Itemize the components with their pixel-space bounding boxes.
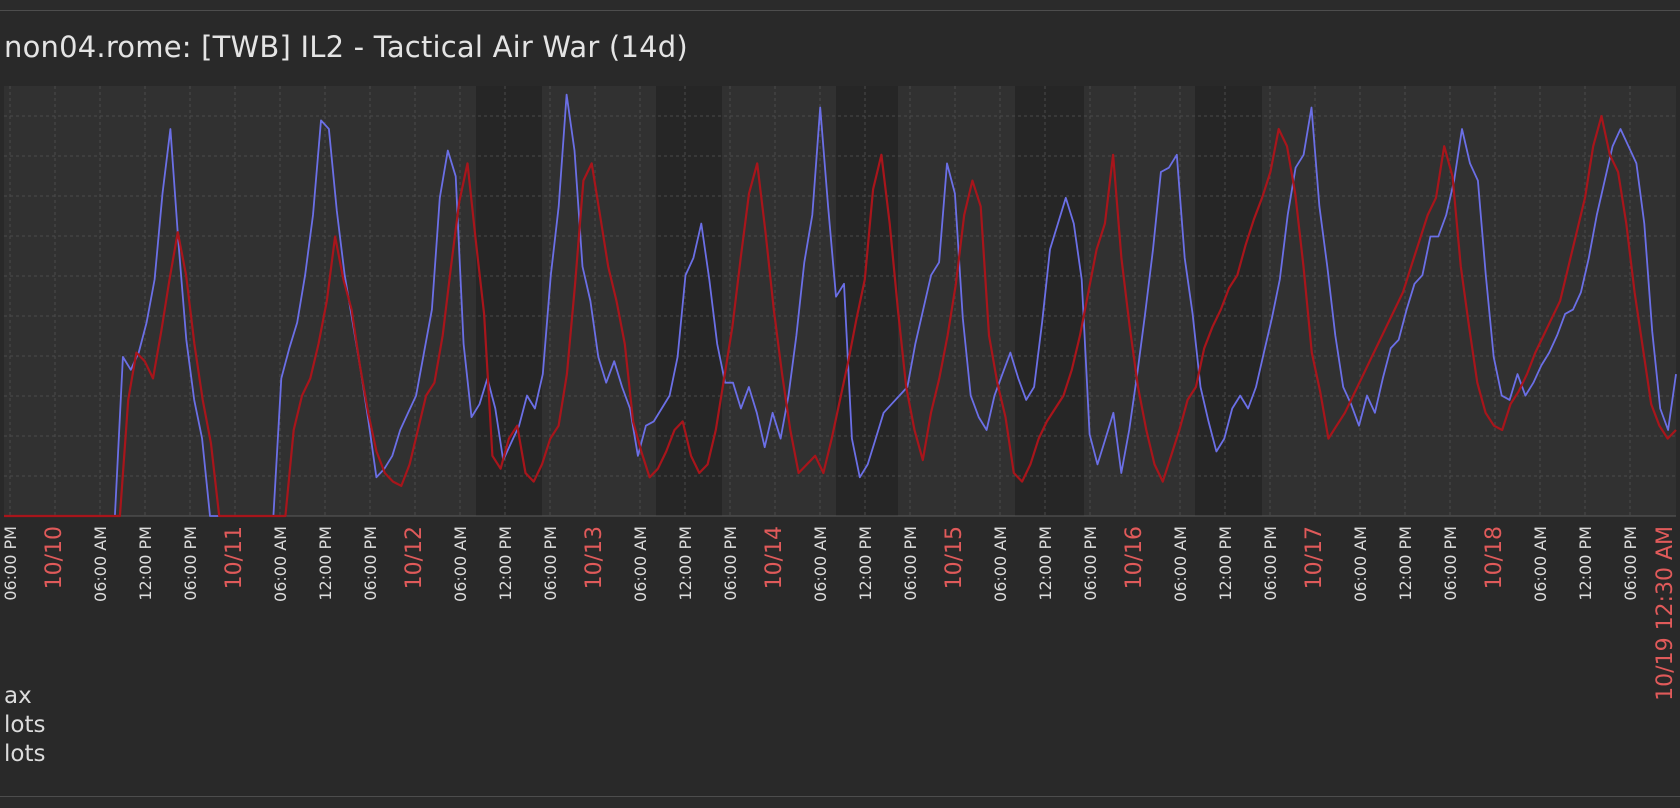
x-tick-label-time: 06:00 AM bbox=[991, 526, 1010, 602]
night-band bbox=[476, 86, 542, 516]
x-tick-label-time: 06:00 AM bbox=[1531, 526, 1550, 602]
x-tick-label-time: 12:00 PM bbox=[676, 526, 695, 601]
x-tick-label-time: 12:00 PM bbox=[1036, 526, 1055, 601]
x-tick-label-time: 12:00 PM bbox=[136, 526, 155, 601]
legend-item-max: ax bbox=[4, 683, 32, 709]
x-tick-label-date: 10/19 12:30 AM bbox=[1653, 526, 1678, 701]
x-tick-label-date: 10/18 bbox=[1482, 526, 1507, 589]
x-tick-label-time: 12:00 PM bbox=[1396, 526, 1415, 601]
legend-item-lots-1: lots bbox=[4, 712, 46, 738]
x-tick-label-time: 06:00 PM bbox=[1, 526, 20, 601]
x-tick-label-time: 06:00 PM bbox=[361, 526, 380, 601]
x-tick-label-time: 06:00 PM bbox=[1081, 526, 1100, 601]
x-tick-label-time: 06:00 AM bbox=[631, 526, 650, 602]
x-tick-label-time: 06:00 PM bbox=[541, 526, 560, 601]
x-tick-label-date: 10/17 bbox=[1302, 526, 1327, 589]
x-tick-label-time: 12:00 PM bbox=[856, 526, 875, 601]
x-tick-label-date: 10/10 bbox=[42, 526, 67, 589]
x-tick-label-time: 06:00 PM bbox=[181, 526, 200, 601]
x-tick-label-date: 10/16 bbox=[1122, 526, 1147, 589]
x-tick-label-time: 06:00 PM bbox=[901, 526, 920, 601]
night-band bbox=[1195, 86, 1262, 516]
x-tick-label-time: 06:00 AM bbox=[1171, 526, 1190, 602]
x-tick-label-time: 06:00 AM bbox=[91, 526, 110, 602]
x-tick-label-date: 10/12 bbox=[402, 526, 427, 589]
top-border bbox=[0, 0, 1680, 11]
chart-title: non04.rome: [TWB] IL2 - Tactical Air War… bbox=[4, 30, 688, 64]
series-line-max bbox=[4, 93, 1677, 517]
series-line-lots bbox=[4, 114, 1677, 518]
x-tick-label-time: 12:00 PM bbox=[496, 526, 515, 601]
legend: ax lots lots bbox=[4, 682, 45, 769]
x-tick-label-time: 12:00 PM bbox=[1576, 526, 1595, 601]
night-band bbox=[1015, 86, 1084, 516]
x-tick-label-time: 06:00 PM bbox=[1621, 526, 1640, 601]
x-tick-label-time: 06:00 AM bbox=[811, 526, 830, 602]
bottom-border bbox=[0, 796, 1680, 808]
x-tick-label-time: 06:00 PM bbox=[1261, 526, 1280, 601]
x-tick-label-date: 10/14 bbox=[762, 526, 787, 589]
x-tick-label-time: 12:00 PM bbox=[316, 526, 335, 601]
x-tick-label-time: 06:00 PM bbox=[721, 526, 740, 601]
x-tick-label-date: 10/15 bbox=[942, 526, 967, 589]
x-tick-label-time: 06:00 AM bbox=[451, 526, 470, 602]
x-tick-label-date: 10/13 bbox=[582, 526, 607, 589]
x-tick-label-time: 06:00 AM bbox=[271, 526, 290, 602]
x-tick-label-date: 10/11 bbox=[222, 526, 247, 589]
x-tick-label-time: 06:00 PM bbox=[1441, 526, 1460, 601]
x-tick-label-time: 06:00 AM bbox=[1351, 526, 1370, 602]
x-tick-label-time: 12:00 PM bbox=[1216, 526, 1235, 601]
legend-item-lots-2: lots bbox=[4, 741, 46, 767]
night-band bbox=[836, 86, 898, 516]
